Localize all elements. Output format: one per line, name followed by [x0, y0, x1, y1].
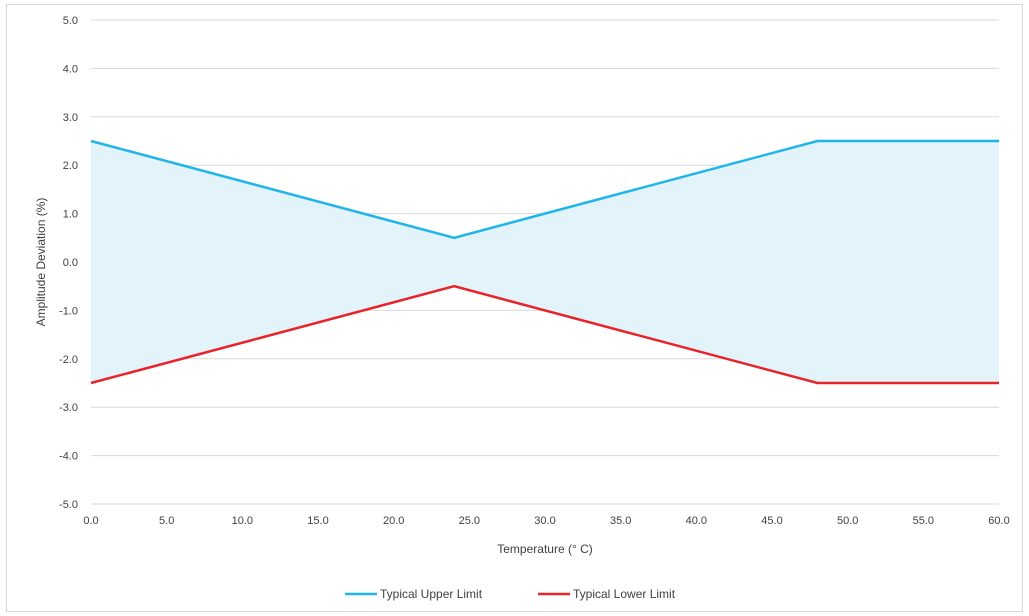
- x-tick-label: 5.0: [159, 515, 174, 527]
- x-tick-label: 25.0: [459, 515, 480, 527]
- x-tick-label: 30.0: [534, 515, 555, 527]
- series-line-typical-upper-limit: [90, 139, 999, 240]
- y-tick-label: 2.0: [63, 160, 78, 172]
- y-tick-label: -1.0: [59, 305, 78, 317]
- x-axis-title: Temperature (° C): [497, 542, 593, 556]
- x-tick-label: 35.0: [610, 515, 631, 527]
- y-tick-label: 5.0: [63, 15, 78, 27]
- legend-label: Typical Lower Limit: [573, 587, 676, 601]
- legend-label: Typical Upper Limit: [380, 587, 483, 601]
- x-tick-label: 0.0: [83, 515, 98, 527]
- x-tick-label: 45.0: [761, 515, 782, 527]
- y-tick-label: -5.0: [59, 499, 78, 511]
- y-tick-label: -4.0: [59, 451, 78, 463]
- y-tick-label: 3.0: [63, 112, 78, 124]
- x-tick-label: 60.0: [988, 515, 1009, 527]
- series-lines: [90, 139, 999, 385]
- x-tick-label: 20.0: [383, 515, 404, 527]
- y-tick-label: 0.0: [63, 257, 78, 269]
- x-tick-label: 50.0: [837, 515, 858, 527]
- x-tick-label: 55.0: [913, 515, 934, 527]
- y-tick-label: -2.0: [59, 354, 78, 366]
- y-tick-labels: 5.0 4.0 3.0 2.0 1.0 0.0 -1.0 -2.0 -3.0 -4.0 -5.0: [59, 15, 78, 511]
- y-tick-label: -3.0: [59, 402, 78, 414]
- y-tick-label: 4.0: [63, 63, 78, 75]
- y-tick-label: 1.0: [63, 209, 78, 221]
- x-tick-label: 40.0: [686, 515, 707, 527]
- legend: Typical Upper Limit Typical Lower Limit: [345, 587, 676, 601]
- x-tick-labels: 0.0 5.0 10.0 15.0 20.0 25.0 30.0 35.0 40.0 45.0 50…: [83, 515, 1009, 527]
- x-tick-label: 15.0: [307, 515, 328, 527]
- x-tick-label: 10.0: [232, 515, 253, 527]
- series-line-typical-lower-limit: [90, 284, 999, 385]
- y-axis-title: Amplitude Deviation (%): [34, 198, 48, 327]
